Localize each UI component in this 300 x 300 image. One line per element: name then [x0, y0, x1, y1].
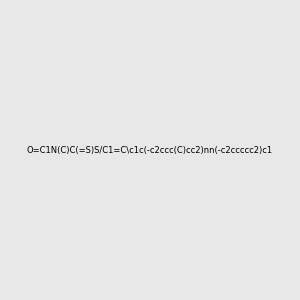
Text: O=C1N(C)C(=S)S/C1=C\c1c(-c2ccc(C)cc2)nn(-c2ccccc2)c1: O=C1N(C)C(=S)S/C1=C\c1c(-c2ccc(C)cc2)nn(…	[27, 146, 273, 154]
